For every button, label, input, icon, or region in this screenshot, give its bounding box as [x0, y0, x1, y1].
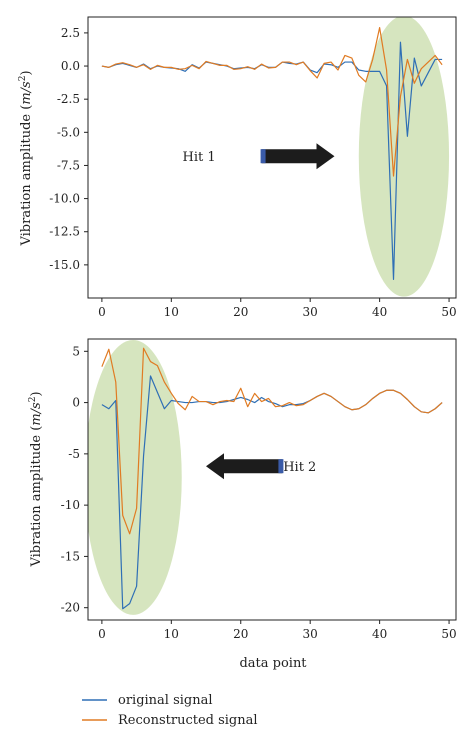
- y-tick-label: -2.5: [57, 92, 80, 106]
- x-tick-label: 30: [303, 305, 318, 319]
- y-tick-label: -7.5: [57, 158, 80, 172]
- y-axis-label-part: Vibration amplitude (: [19, 105, 34, 247]
- y-tick-label: 0.0: [61, 59, 80, 73]
- y-tick-label: -10.0: [49, 192, 80, 206]
- x-tick-label: 10: [164, 305, 179, 319]
- axes-frame: [87, 16, 457, 299]
- y-tick-label: -15: [61, 549, 80, 563]
- y-axis-label-part: ): [29, 391, 44, 396]
- annotation-label: Hit 2: [283, 460, 316, 475]
- plot-area: [88, 340, 443, 615]
- series-line-reconstructed: [101, 347, 443, 535]
- annotation-arrow: [261, 143, 335, 170]
- axes-frame: [87, 338, 457, 621]
- annotation-arrow: [206, 453, 283, 480]
- y-tick-label: -5: [68, 447, 80, 461]
- x-tick-label: 0: [98, 627, 106, 641]
- y-axis-label-part: m: [29, 413, 44, 425]
- y-axis-label-part: m: [19, 92, 34, 104]
- y-tick-label: -15.0: [49, 258, 80, 272]
- x-tick-label: 20: [233, 627, 248, 641]
- x-tick-label: 20: [233, 305, 248, 319]
- y-tick-label: 0: [72, 396, 80, 410]
- x-tick-label: 50: [441, 627, 456, 641]
- y-axis-label-part: /s: [19, 81, 34, 94]
- highlight-ellipse: [358, 17, 450, 297]
- legend: original signal Reconstructed signal: [82, 693, 258, 728]
- legend-label-original: original signal: [118, 693, 213, 708]
- y-tick-label: -12.5: [49, 225, 80, 239]
- y-axis-label: Vibration amplitude (m/s2): [28, 391, 44, 567]
- y-tick-label: -10: [61, 498, 80, 512]
- x-axis-label: data point: [239, 656, 307, 671]
- y-tick-label: -5.0: [57, 125, 80, 139]
- y-axis-label-part: 2: [18, 76, 28, 82]
- y-axis-label-part: Vibration amplitude (: [29, 426, 44, 568]
- y-axis-label: Vibration amplitude (m/s2): [18, 70, 34, 246]
- x-tick-label: 0: [98, 305, 106, 319]
- x-tick-label: 40: [372, 305, 387, 319]
- plot-area: [101, 17, 450, 297]
- highlight-ellipse: [88, 340, 182, 615]
- y-axis-label-part: 2: [28, 397, 38, 403]
- y-axis-label-part: /s: [29, 402, 44, 415]
- x-tick-label: 40: [372, 627, 387, 641]
- y-tick-label: 5: [72, 344, 80, 358]
- x-tick-label: 50: [441, 305, 456, 319]
- annotation-arrow-tail: [278, 459, 284, 474]
- x-tick-label: 30: [303, 627, 318, 641]
- series-line-reconstructed: [101, 27, 443, 177]
- annotation-arrow-tail: [260, 149, 266, 164]
- annotation-label: Hit 1: [183, 150, 216, 165]
- x-tick-label: 10: [164, 627, 179, 641]
- y-axis-label-part: ): [19, 70, 34, 75]
- y-tick-label: 2.5: [61, 26, 80, 40]
- top-chart: Hit 1 0 10 20 30 40 50 2.5 0.0 -2.5 -5.0 -7.5 -10.0 -…: [18, 16, 457, 319]
- legend-label-reconstructed: Reconstructed signal: [118, 713, 258, 728]
- y-tick-label: -20: [61, 601, 80, 615]
